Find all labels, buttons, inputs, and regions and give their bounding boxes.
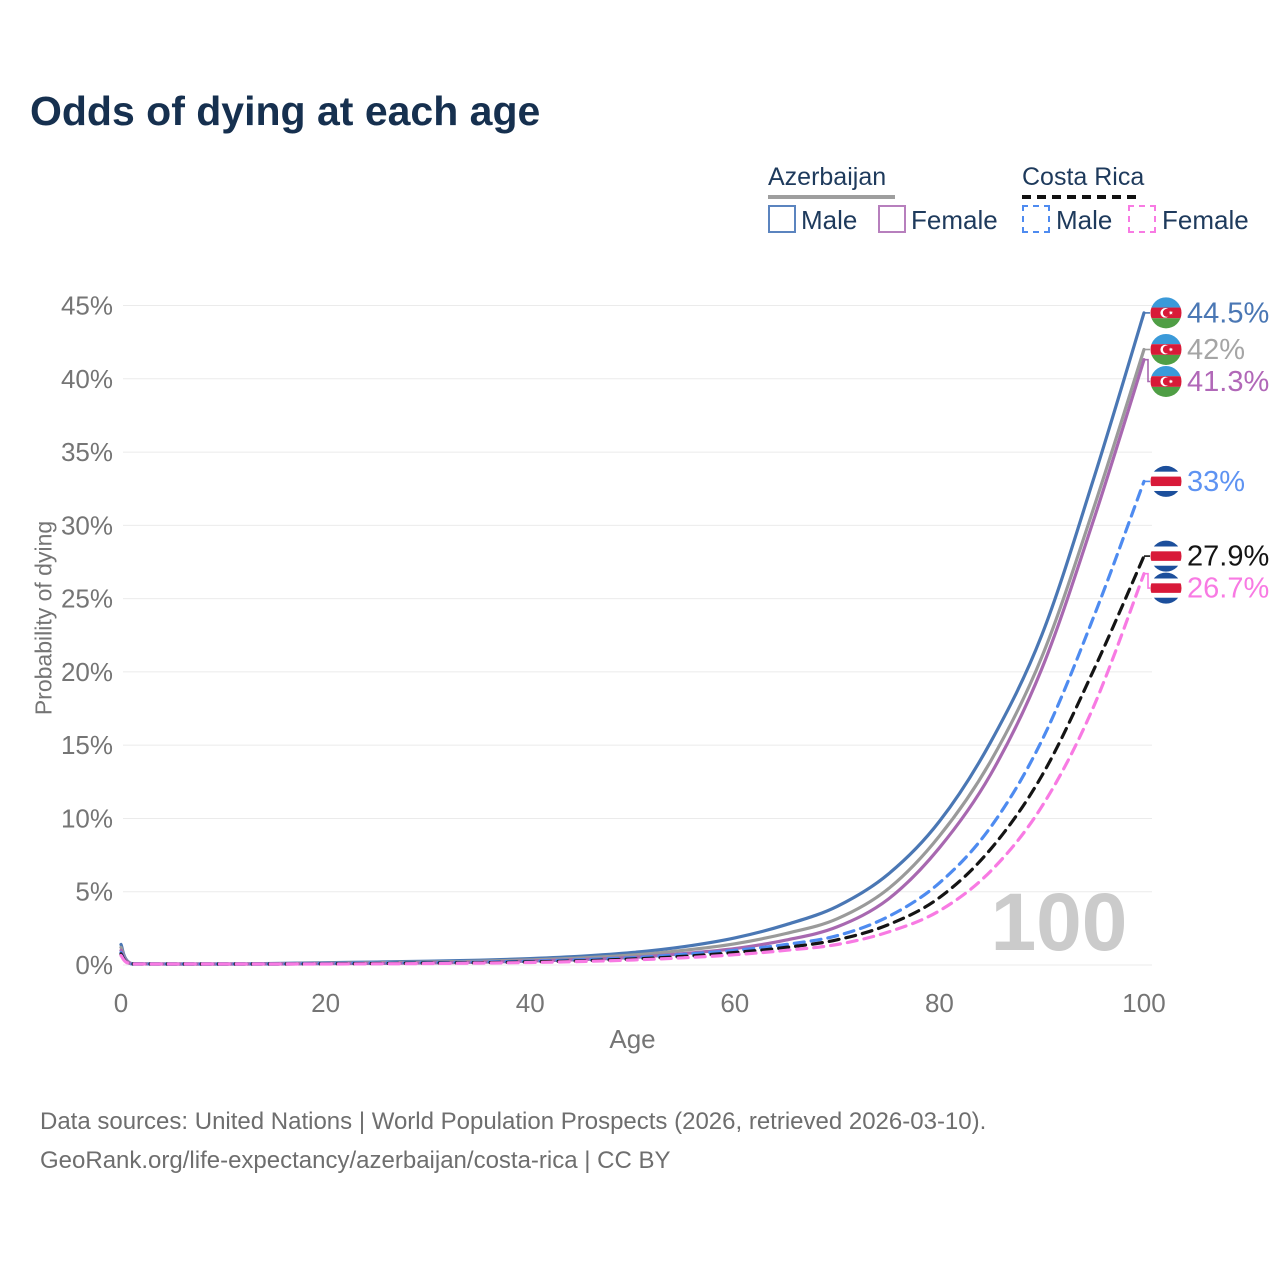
end-label-leader bbox=[1144, 572, 1150, 589]
costa-rica-flag-icon bbox=[1150, 540, 1182, 572]
legend-label-costa-rica-male: Male bbox=[1056, 205, 1113, 235]
azerbaijan-flag-icon bbox=[1150, 297, 1182, 329]
legend-swatch-costa-rica-female bbox=[1128, 205, 1156, 233]
x-tick-label: 20 bbox=[311, 988, 340, 1018]
y-tick-label: 40% bbox=[61, 364, 113, 394]
y-tick-label: 30% bbox=[61, 510, 113, 540]
y-tick-label: 25% bbox=[61, 584, 113, 614]
x-tick-label: 80 bbox=[925, 988, 954, 1018]
x-tick-label: 60 bbox=[720, 988, 749, 1018]
legend-label-azerbaijan-female: Female bbox=[911, 205, 998, 235]
mortality-chart: 0% 5% 10% 15% 20% 25% 30% 35% 40% 45% 0 20 40 60 80 100… bbox=[61, 291, 1269, 1054]
footer-attribution: GeoRank.org/life-expectancy/azerbaijan/c… bbox=[40, 1147, 671, 1174]
x-tick-label: 0 bbox=[114, 988, 128, 1018]
end-value-label-azerbaijan-both-sexes: 42% bbox=[1187, 334, 1245, 366]
end-value-label-costa-rica-male: 33% bbox=[1187, 466, 1245, 498]
series-line-costa-rica-female bbox=[119, 572, 1146, 966]
end-value-label-azerbaijan-female: 41.3% bbox=[1187, 366, 1269, 398]
footer-data-sources: Data sources: United Nations | World Pop… bbox=[40, 1108, 987, 1135]
y-tick-label: 35% bbox=[61, 437, 113, 467]
end-value-label-costa-rica-female: 26.7% bbox=[1187, 573, 1269, 605]
x-tick-label: 40 bbox=[516, 988, 545, 1018]
y-tick-label: 10% bbox=[61, 803, 113, 833]
legend-label-costa-rica-female: Female bbox=[1162, 205, 1249, 235]
legend-underline-solid bbox=[768, 195, 895, 199]
y-tick-label: 45% bbox=[61, 291, 113, 321]
end-value-label-costa-rica-both-sexes: 27.9% bbox=[1187, 541, 1269, 573]
end-value-label-azerbaijan-male: 44.5% bbox=[1187, 297, 1269, 329]
legend-swatch-azerbaijan-male bbox=[768, 205, 796, 233]
y-tick-label: 15% bbox=[61, 730, 113, 760]
watermark-age: 100 bbox=[991, 877, 1128, 968]
legend-swatch-azerbaijan-female bbox=[878, 205, 906, 233]
y-axis-title: Probability of dying bbox=[30, 520, 57, 716]
costa-rica-flag-icon bbox=[1150, 465, 1182, 497]
y-tick-label: 5% bbox=[75, 877, 113, 907]
azerbaijan-flag-icon bbox=[1150, 365, 1182, 397]
legend-swatch-costa-rica-male bbox=[1022, 205, 1050, 233]
legend-underline-dashed bbox=[1022, 195, 1141, 199]
series-line-azerbaijan-male bbox=[119, 311, 1146, 966]
x-tick-label: 100 bbox=[1122, 988, 1165, 1018]
costa-rica-flag-icon bbox=[1150, 572, 1182, 604]
end-label-leader bbox=[1144, 358, 1150, 383]
page-title: Odds of dying at each age bbox=[30, 88, 541, 134]
legend-country-costa-rica: Costa Rica bbox=[1022, 163, 1145, 191]
legend-country-azerbaijan: Azerbaijan bbox=[768, 163, 887, 191]
x-axis-title: Age bbox=[609, 1024, 655, 1054]
azerbaijan-flag-icon bbox=[1150, 333, 1182, 365]
legend-label-azerbaijan-male: Male bbox=[801, 205, 858, 235]
legend: Azerbaijan Male Female Costa Rica Male F… bbox=[0, 163, 1280, 243]
y-tick-label: 0% bbox=[75, 950, 113, 980]
y-tick-label: 20% bbox=[61, 657, 113, 687]
